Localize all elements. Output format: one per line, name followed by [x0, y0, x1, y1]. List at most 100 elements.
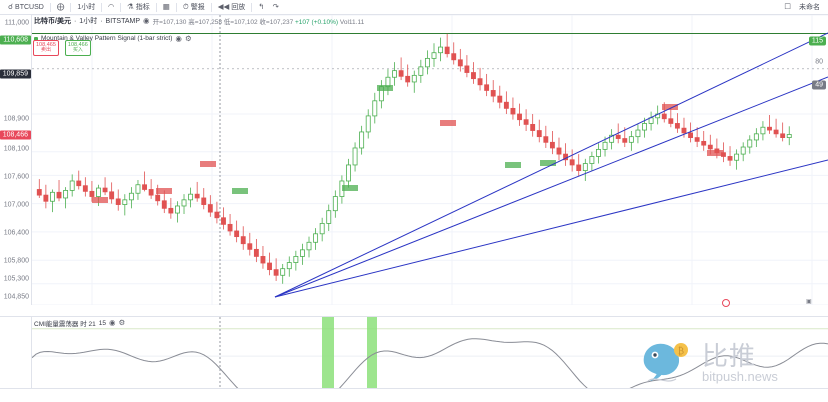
- flask-icon: ⚗: [127, 2, 134, 12]
- ohlc-low-label: 低: [223, 19, 231, 26]
- interval-button[interactable]: 1小时: [73, 1, 99, 14]
- legend-indicator-row: Mountain & Valley Pattern Signal (1-bar …: [34, 35, 364, 43]
- settings-icon[interactable]: ⚙: [118, 318, 126, 328]
- toolbar-divider: [251, 2, 253, 12]
- redo-icon: ↷: [272, 2, 279, 12]
- eye-icon[interactable]: ◉: [175, 34, 182, 43]
- oscillator-legend: CMI能量震荡器 时 21 15 ◉ ⚙: [34, 318, 125, 328]
- chart-legend: 比特币/美元 · 1小时 · BITSTAMP ◉ 开=107,130 高=10…: [34, 16, 364, 43]
- oscillator-badge-mid: 80: [815, 58, 823, 66]
- ohlc-high-label: 高: [188, 19, 195, 26]
- price-tick: 108,100: [3, 145, 29, 153]
- sell-order-tag[interactable]: 108,465 卖出: [33, 40, 59, 56]
- legend-interval[interactable]: 1小时: [79, 18, 98, 25]
- legend-ohlc: 开=107,130 高=107,258 低=107,102 收=107,237 …: [152, 19, 365, 26]
- sell-order-label: 卖出: [40, 47, 51, 54]
- sell-order-price: 108,465: [36, 42, 56, 48]
- ohlc-close-label: 收: [259, 19, 266, 26]
- price-tick: 111,000: [4, 19, 29, 27]
- alerts-label: 警报: [190, 4, 205, 11]
- undo-button[interactable]: ↰: [254, 1, 268, 14]
- templates-button[interactable]: ▦: [159, 1, 174, 14]
- toolbar-divider: [49, 2, 51, 12]
- price-tick: 106,400: [3, 229, 29, 237]
- legend-symbol[interactable]: 比特币/美元: [34, 18, 71, 25]
- grid-icon: ▦: [162, 2, 170, 12]
- oscillator-name[interactable]: CMI能量震荡器 时 21: [34, 321, 96, 328]
- replay-button[interactable]: ◀◀ 回放: [214, 1, 250, 14]
- price-tick: 108,900: [3, 115, 29, 123]
- price-badge-upper-line: 110,608: [0, 35, 31, 45]
- toolbar-divider: [120, 2, 122, 12]
- interval-label: 1小时: [77, 4, 96, 11]
- ohlc-volume-label: Vol: [339, 19, 349, 26]
- ohlc-change: +107: [295, 19, 310, 26]
- ohlc-low: 107,102: [234, 19, 258, 26]
- oscillator-badge-upper: 115: [808, 36, 826, 46]
- price-tick: 104,850: [3, 293, 29, 301]
- layout-button[interactable]: ☐: [780, 1, 795, 14]
- price-plot[interactable]: [32, 15, 828, 305]
- ohlc-volume: 11.11: [348, 19, 365, 26]
- ohlc-open-label: 开: [152, 19, 160, 26]
- save-layout-label: 未命名: [799, 4, 820, 11]
- indicators-button[interactable]: ⚗ 指标: [123, 1, 154, 14]
- undo-icon: ↰: [258, 2, 265, 12]
- chart-style-button[interactable]: ◜◝: [104, 1, 118, 14]
- search-icon: ☌: [8, 2, 14, 12]
- alert-marker-icon[interactable]: [722, 299, 730, 307]
- settings-icon[interactable]: ⚙: [184, 34, 192, 43]
- eye-icon[interactable]: ◉: [143, 16, 150, 26]
- legend-sep: ·: [73, 17, 77, 25]
- eye-icon[interactable]: ◉: [109, 318, 116, 328]
- price-tick: 107,000: [3, 201, 29, 209]
- add-symbol-button[interactable]: ⨁: [53, 1, 69, 14]
- price-badge-crosshair: 109,859: [0, 69, 31, 79]
- save-layout-button[interactable]: 未命名: [795, 1, 824, 14]
- toolbar-divider: [70, 2, 72, 12]
- square-icon: ☐: [784, 2, 791, 12]
- buy-order-label: 买入: [72, 47, 83, 54]
- alerts-button[interactable]: ⏱ 警报: [179, 1, 209, 14]
- chart-frame: 111,000 110,608 109,859 108,900 108,466 …: [0, 15, 828, 402]
- price-tick: 105,800: [3, 257, 29, 265]
- legend-exchange: BITSTAMP: [105, 17, 141, 25]
- redo-button[interactable]: ↷: [269, 1, 283, 14]
- ohlc-close: 107,237: [269, 19, 294, 26]
- oscillator-canvas: [32, 317, 828, 402]
- rewind-icon: ◀◀: [217, 2, 230, 12]
- legend-symbol-row: 比特币/美元 · 1小时 · BITSTAMP ◉ 开=107,130 高=10…: [34, 16, 364, 26]
- toolbar-divider: [155, 2, 157, 12]
- plus-circle-icon: ⨁: [56, 2, 65, 12]
- toolbar-divider: [210, 2, 212, 12]
- candlestick-canvas: [32, 15, 828, 305]
- symbol-search-label: BTCUSD: [15, 3, 44, 11]
- candles-icon: ◜◝: [108, 2, 115, 12]
- price-tick: 107,600: [3, 173, 29, 181]
- ohlc-open: 107,130: [162, 19, 187, 26]
- ohlc-high: 107,258: [198, 19, 222, 26]
- toolbar-divider: [101, 2, 103, 12]
- price-scale[interactable]: 111,000 110,608 109,859 108,900 108,466 …: [0, 15, 32, 305]
- order-tags: 108,465 卖出 108,466 买入: [33, 40, 91, 56]
- indicator-name[interactable]: Mountain & Valley Pattern Signal (1-bar …: [41, 35, 173, 43]
- oscillator-badge-current: 49: [812, 80, 826, 90]
- oscillator-param: 15: [98, 319, 106, 327]
- oscillator-plot[interactable]: [32, 316, 828, 402]
- top-toolbar: ☌ BTCUSD ⨁ 1小时 ◜◝ ⚗ 指标 ▦ ⏱ 警报 ◀◀ 回放 ↰ ↷ …: [0, 0, 828, 15]
- buy-order-price: 108,466: [67, 42, 88, 48]
- time-axis[interactable]: [0, 388, 828, 402]
- clock-plus-icon: ⏱: [182, 2, 189, 12]
- price-tick: 105,300: [3, 275, 29, 283]
- price-badge-current: 108,466: [0, 130, 31, 140]
- replay-label: 回放: [231, 4, 246, 11]
- indicators-label: 指标: [135, 4, 150, 11]
- legend-sep: ·: [100, 17, 103, 25]
- buy-order-tag[interactable]: 108,466 买入: [64, 40, 91, 56]
- ohlc-change-pct: (+0.10%): [311, 19, 339, 26]
- symbol-search-button[interactable]: ☌ BTCUSD: [4, 1, 48, 14]
- indicator-color-swatch: [34, 36, 38, 41]
- scale-lock-icon[interactable]: ▣: [806, 299, 812, 305]
- toolbar-divider: [175, 2, 177, 12]
- oscillator-price-scale[interactable]: [0, 316, 32, 402]
